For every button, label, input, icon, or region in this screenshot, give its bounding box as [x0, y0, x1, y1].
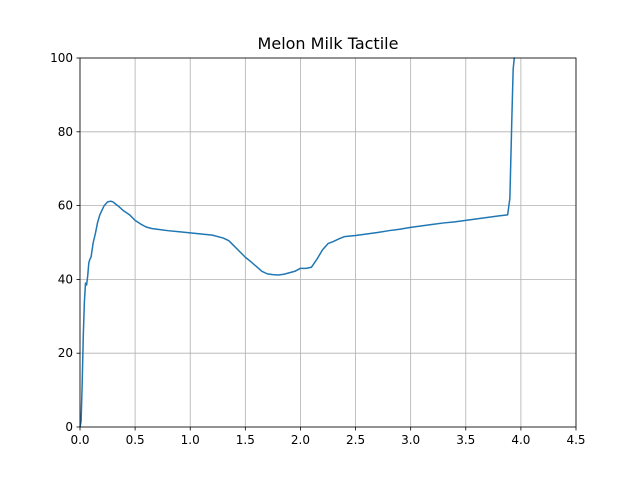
x-tick-label: 0.5 — [126, 433, 145, 447]
x-tick-label: 1.5 — [236, 433, 255, 447]
y-tick-label: 80 — [58, 125, 73, 139]
y-tick-label: 0 — [65, 420, 73, 434]
x-axis: 0.0 0.5 1.0 1.5 2.0 2.5 3.0 3.5 4.0 4.5 — [70, 427, 586, 447]
y-tick-label: 60 — [58, 199, 73, 213]
x-tick-label: 3.0 — [401, 433, 420, 447]
x-tick-label: 2.0 — [291, 433, 310, 447]
y-tick-label: 40 — [58, 272, 73, 286]
grid — [79, 57, 577, 428]
x-tick-label: 4.5 — [566, 433, 585, 447]
series-layer — [79, 57, 516, 428]
x-tick-label: 1.0 — [181, 433, 200, 447]
x-tick-label: 2.5 — [346, 433, 365, 447]
x-tick-label: 3.5 — [456, 433, 475, 447]
y-axis: 0 20 40 60 80 100 — [50, 51, 80, 434]
chart-title: Melon Milk Tactile — [258, 34, 399, 53]
y-tick-label: 20 — [58, 346, 73, 360]
y-tick-label: 100 — [50, 51, 73, 65]
x-tick-label: 4.0 — [511, 433, 530, 447]
series-line — [79, 57, 516, 428]
x-tick-label: 0.0 — [70, 433, 89, 447]
plot-frame — [79, 57, 577, 428]
